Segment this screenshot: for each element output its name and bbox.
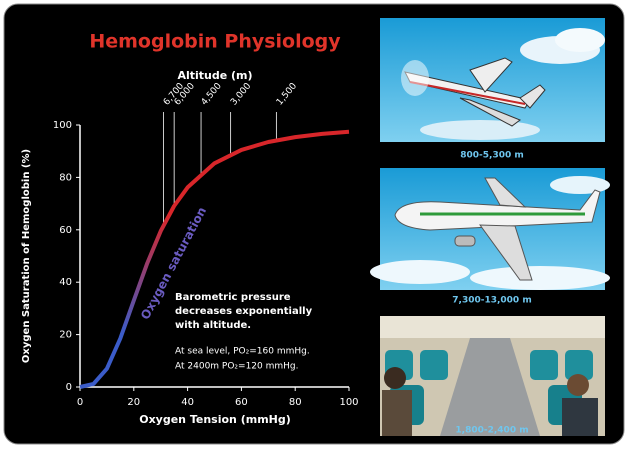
y-tick-label: 20 xyxy=(59,330,72,341)
y-tick-label: 80 xyxy=(59,172,72,183)
panel-caption: 1,800-2,400 m xyxy=(455,426,528,436)
y-tick-label: 40 xyxy=(59,277,72,288)
saturation-curve xyxy=(79,129,350,389)
x-tick-label: 80 xyxy=(289,397,302,408)
y-axis-label: Oxygen Saturation of Hemoglobin (%) xyxy=(21,149,32,363)
note-heading: with altitude. xyxy=(175,320,251,331)
panel-caption: 800-5,300 m xyxy=(460,151,524,161)
y-tick-label: 0 xyxy=(66,382,72,393)
note-heading: decreases exponentially xyxy=(175,306,313,317)
top-axis-label: Altitude (m) xyxy=(177,69,252,82)
image-small-plane xyxy=(380,18,605,142)
x-tick-label: 100 xyxy=(339,397,358,408)
x-tick-label: 40 xyxy=(181,397,194,408)
note-detail: At 2400m PO₂=120 mmHg. xyxy=(175,362,299,372)
y-tick-label: 60 xyxy=(59,225,72,236)
y-tick-label: 100 xyxy=(53,120,72,131)
chart-title: Hemoglobin Physiology xyxy=(89,31,341,53)
note-heading: Barometric pressure xyxy=(175,292,291,303)
note-detail: At sea level, PO₂=160 mmHg. xyxy=(175,347,310,357)
x-tick-label: 0 xyxy=(77,397,83,408)
image-cabin xyxy=(380,316,605,436)
x-tick-label: 20 xyxy=(127,397,140,408)
x-tick-label: 60 xyxy=(235,397,248,408)
panel-caption: 7,300-13,000 m xyxy=(452,296,531,306)
image-airliner xyxy=(370,168,610,290)
x-axis-label: Oxygen Tension (mmHg) xyxy=(139,413,291,426)
